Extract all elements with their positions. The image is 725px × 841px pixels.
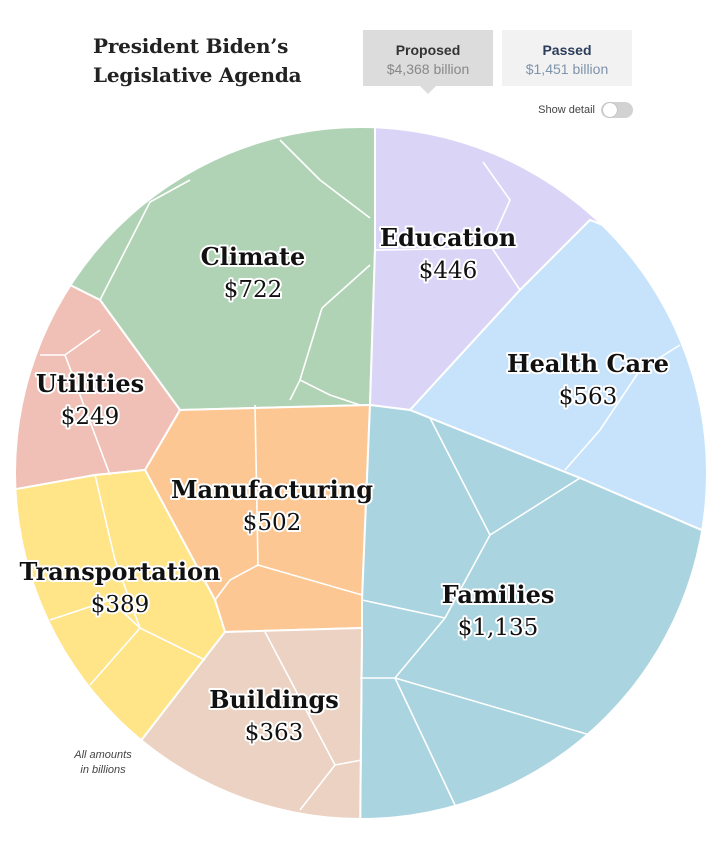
category-label-manufacturing: Manufacturing (171, 475, 373, 504)
tab-passed-amount: $1,451 billion (525, 61, 609, 77)
category-value-education: $446 (419, 258, 478, 284)
subcategory-divider (214, 564, 259, 601)
page-title: President Biden’s Legislative Agenda (93, 32, 333, 90)
category-value-climate: $722 (224, 277, 283, 303)
subcategory-divider (360, 534, 491, 679)
subcategory-divider (99, 179, 191, 301)
category-value-transportation: $389 (91, 592, 150, 618)
category-label-transportation: Transportation (20, 557, 221, 586)
category-label-climate: Climate (201, 242, 306, 271)
tab-proposed-label: Proposed (395, 42, 461, 58)
subcategory-divider (482, 161, 521, 291)
subcategory-divider (257, 564, 363, 596)
title-line-1: President Biden’s (93, 34, 289, 58)
category-value-families: $1,135 (458, 615, 538, 641)
show-detail-label: Show detail (538, 104, 595, 116)
subcategory-divider (254, 404, 259, 566)
category-label-buildings: Buildings (209, 685, 339, 714)
category-value-buildings: $363 (245, 720, 304, 746)
tab-passed-label: Passed (542, 42, 592, 58)
subcategory-divider (49, 599, 141, 629)
tab-proposed-amount: $4,368 billion (386, 61, 470, 77)
tab-selected-pointer (420, 86, 436, 94)
subcategory-divider (334, 759, 363, 766)
toggle-knob (603, 103, 617, 117)
tab-proposed[interactable]: Proposed $4,368 billion (363, 30, 493, 94)
subcategory-divider (89, 627, 141, 686)
subcategory-divider (374, 247, 501, 251)
footnote-line-2: in billions (80, 764, 126, 776)
subcategory-divider (394, 677, 591, 736)
show-detail-toggle[interactable] (601, 102, 633, 118)
category-label-health: Health Care (507, 349, 669, 378)
title-line-2: Legislative Agenda (93, 63, 302, 87)
category-label-families: Families (442, 580, 555, 609)
subcategory-divider (94, 474, 206, 661)
show-detail-row: Show detail (500, 101, 633, 119)
subcategory-divider (299, 379, 361, 406)
category-label-education: Education (380, 223, 516, 252)
category-value-utilities: $249 (61, 404, 120, 430)
footnote-line-1: All amounts (74, 749, 132, 761)
subcategory-divider (361, 599, 446, 619)
subcategory-divider (321, 264, 371, 309)
amounts-footnote: All amounts in billions (60, 748, 146, 778)
category-value-manufacturing: $502 (243, 510, 302, 536)
subcategory-divider (64, 354, 111, 476)
category-value-health: $563 (559, 384, 618, 410)
subcategory-divider (279, 139, 371, 219)
category-label-utilities: Utilities (36, 369, 144, 398)
tab-passed[interactable]: Passed $1,451 billion (502, 30, 632, 86)
subcategory-divider (564, 344, 681, 471)
subcategory-divider (394, 677, 456, 806)
